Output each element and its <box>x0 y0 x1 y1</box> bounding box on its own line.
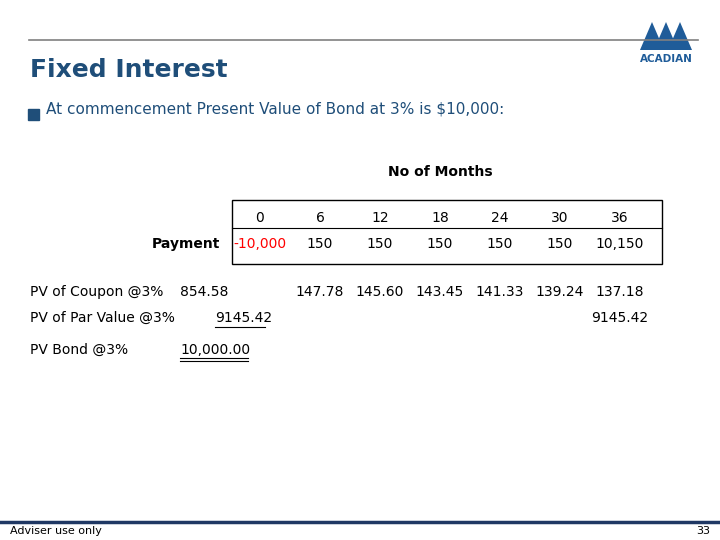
Text: 10,150: 10,150 <box>596 237 644 251</box>
Text: 150: 150 <box>487 237 513 251</box>
Text: 145.60: 145.60 <box>356 285 404 299</box>
Text: PV Bond @3%: PV Bond @3% <box>30 343 128 357</box>
Text: 10,000.00: 10,000.00 <box>180 343 250 357</box>
Text: 12: 12 <box>372 211 389 225</box>
Text: 143.45: 143.45 <box>416 285 464 299</box>
Text: 0: 0 <box>256 211 264 225</box>
Text: 24: 24 <box>491 211 509 225</box>
Text: ACADIAN: ACADIAN <box>639 54 693 64</box>
Text: 137.18: 137.18 <box>595 285 644 299</box>
Text: At commencement Present Value of Bond at 3% is $10,000:: At commencement Present Value of Bond at… <box>46 102 504 117</box>
Text: 150: 150 <box>546 237 573 251</box>
Text: 141.33: 141.33 <box>476 285 524 299</box>
Text: Adviser use only: Adviser use only <box>10 526 102 536</box>
Bar <box>28 109 39 120</box>
Text: 150: 150 <box>427 237 453 251</box>
Text: PV of Coupon @3%: PV of Coupon @3% <box>30 285 163 299</box>
Text: 854.58: 854.58 <box>180 285 228 299</box>
Text: 139.24: 139.24 <box>536 285 584 299</box>
Text: 36: 36 <box>611 211 629 225</box>
Text: 9145.42: 9145.42 <box>215 311 272 325</box>
Text: 18: 18 <box>431 211 449 225</box>
Text: 33: 33 <box>696 526 710 536</box>
Text: PV of Par Value @3%: PV of Par Value @3% <box>30 311 175 325</box>
Text: 30: 30 <box>552 211 569 225</box>
Polygon shape <box>654 22 678 50</box>
Polygon shape <box>640 22 664 50</box>
Text: Payment: Payment <box>152 237 220 251</box>
Polygon shape <box>668 22 692 50</box>
Text: No of Months: No of Months <box>387 165 492 179</box>
Text: 9145.42: 9145.42 <box>591 311 649 325</box>
Text: 150: 150 <box>366 237 393 251</box>
Text: -10,000: -10,000 <box>233 237 287 251</box>
Text: 150: 150 <box>307 237 333 251</box>
Text: Fixed Interest: Fixed Interest <box>30 58 228 82</box>
Text: 147.78: 147.78 <box>296 285 344 299</box>
Text: 6: 6 <box>315 211 325 225</box>
